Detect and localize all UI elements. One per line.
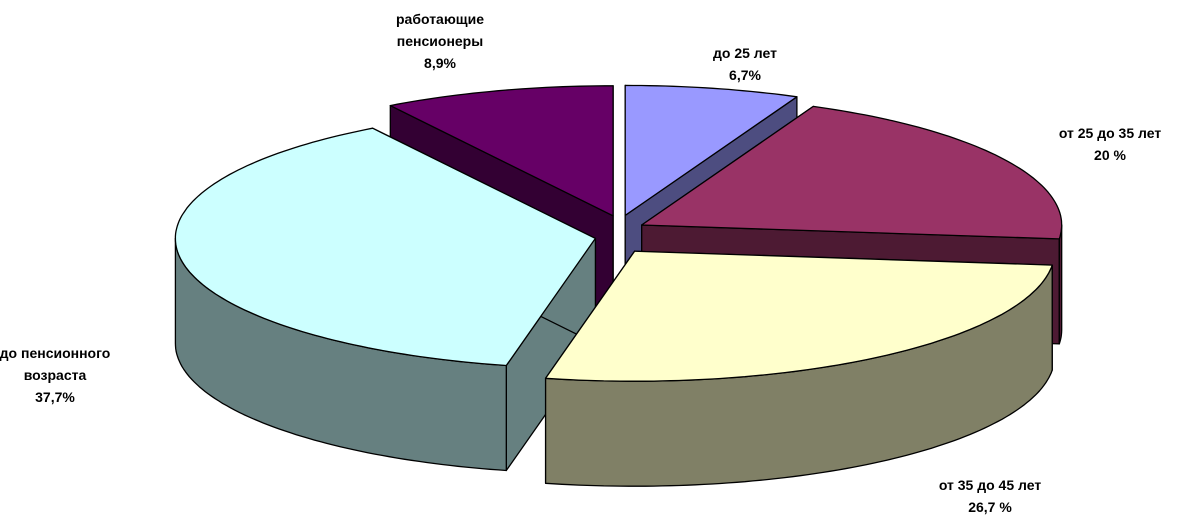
category-name: от 25 до 35 лет [1058, 125, 1162, 141]
value-label: 26,7 % [968, 499, 1012, 515]
category-name: до 25 лет [713, 45, 777, 61]
slice-top [624, 84, 798, 217]
slice-label: до пенсионного возраста 37,7% [0, 342, 125, 408]
slice-label: работающие пенсионеры 8,9% [380, 8, 500, 74]
slice-wall [1058, 224, 1063, 345]
slice-top [641, 105, 1063, 240]
slice-top [544, 250, 1053, 382]
slice-label: от 25 до 35 лет 20 % [1020, 122, 1192, 166]
value-label: 8,9% [424, 55, 456, 71]
value-label: 6,7% [729, 67, 761, 83]
slice-label: от 35 до 45 лет 26,7 % [890, 474, 1090, 518]
category-name: до пенсионного возраста [0, 345, 111, 383]
slice-top [389, 85, 614, 217]
value-label: 20 % [1094, 147, 1126, 163]
value-label: 37,7% [35, 389, 75, 405]
category-name: от 35 до 45 лет [938, 477, 1042, 493]
slice-top [174, 127, 597, 367]
slice-label: до 25 лет 6,7% [675, 42, 815, 86]
category-name: работающие пенсионеры [396, 11, 484, 49]
